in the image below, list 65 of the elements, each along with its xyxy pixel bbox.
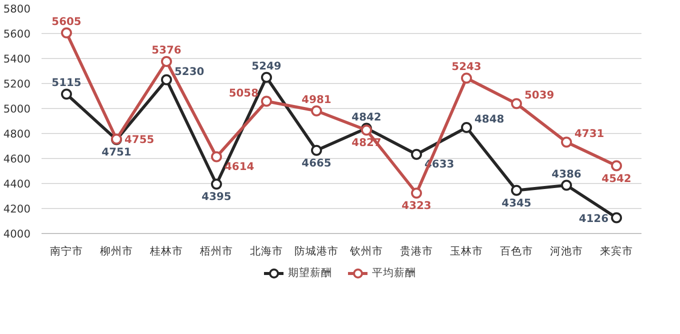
point: [311, 105, 322, 116]
y-tick-label: 5800: [3, 2, 31, 16]
point: [61, 88, 72, 100]
point: [211, 151, 222, 162]
x-tick-label: 河池市: [550, 244, 583, 258]
point: [161, 56, 172, 67]
data-label: 4542: [602, 172, 632, 185]
x-tick-label: 南宁市: [50, 244, 83, 258]
data-label: 5249: [252, 59, 282, 72]
x-tick-label: 桂林市: [149, 244, 183, 258]
x-tick-label: 钦州市: [349, 244, 383, 258]
x-tick-label: 梧州市: [199, 244, 233, 258]
point: [461, 122, 472, 133]
point: [411, 148, 422, 160]
point: [161, 74, 172, 86]
data-label: 4981: [302, 92, 332, 106]
data-label: 4751: [102, 146, 132, 159]
x-tick-label: 柳州市: [100, 244, 133, 258]
x-tick-label: 玉林市: [450, 244, 483, 258]
point: [611, 160, 622, 172]
x-tick-label: 北海市: [250, 244, 283, 258]
y-tick-label: 5400: [3, 52, 31, 66]
y-tick-label: 5600: [3, 28, 31, 40]
point: [311, 144, 322, 156]
y-tick-label: 5200: [3, 78, 31, 90]
x-tick-label: 贵港市: [400, 244, 433, 258]
data-label: 5230: [174, 64, 204, 78]
y-tick-label: 4800: [3, 128, 31, 140]
data-label: 4665: [302, 156, 332, 170]
point: [461, 72, 472, 84]
legend-label: 期望薪酬: [288, 266, 332, 280]
data-label: 4731: [574, 127, 604, 140]
point: [411, 188, 422, 199]
point: [211, 178, 222, 190]
point: [511, 184, 522, 196]
x-tick-label: 来宾市: [600, 244, 633, 258]
data-label: 4345: [502, 196, 532, 210]
data-label: 5058: [228, 86, 259, 100]
y-tick-label: 4400: [3, 178, 31, 190]
point: [561, 136, 572, 148]
data-label: 5243: [452, 60, 482, 74]
data-label: 5039: [524, 88, 554, 102]
point: [611, 212, 622, 224]
data-label: 4755: [124, 133, 154, 146]
data-label: 5605: [52, 14, 82, 28]
y-tick-label: 5000: [3, 102, 31, 116]
y-tick-label: 4000: [3, 228, 31, 240]
data-label: 4842: [352, 110, 382, 124]
x-tick-label: 防城港市: [294, 244, 338, 258]
data-label: 5115: [52, 76, 82, 90]
data-label: 4386: [552, 167, 582, 180]
point: [261, 96, 272, 107]
y-tick-label: 4200: [3, 202, 31, 216]
data-label: 4395: [202, 190, 232, 204]
x-tick-label: 百色市: [500, 244, 533, 258]
data-label: 4848: [474, 112, 504, 126]
data-label: 5376: [152, 44, 182, 56]
data-label: 4323: [402, 199, 432, 212]
legend-label: 平均薪酬: [372, 266, 416, 280]
point: [511, 98, 522, 110]
y-tick-label: 4600: [3, 152, 31, 166]
point: [261, 72, 272, 83]
data-label: 4126: [578, 212, 609, 225]
point: [61, 27, 72, 38]
point: [561, 180, 572, 191]
